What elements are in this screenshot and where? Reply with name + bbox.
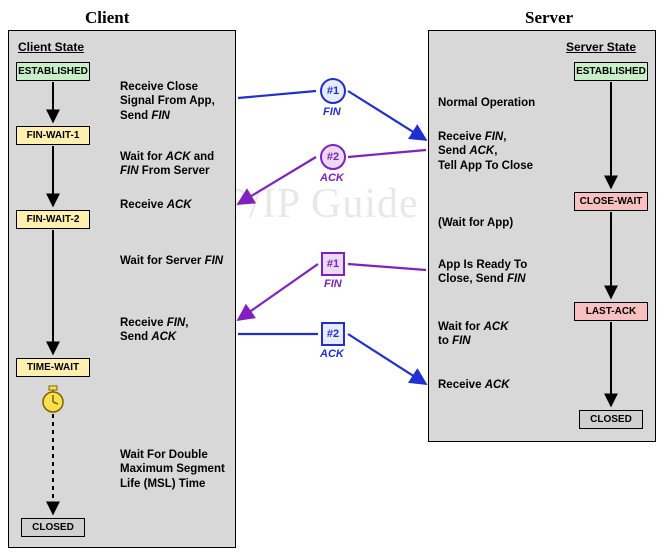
server-desc-2: Receive FIN, Send ACK, Tell App To Close [438,130,533,173]
msg-client-ack-badge: #2 [320,144,346,170]
client-state-header: Client State [18,40,84,54]
server-state-header: Server State [566,40,636,54]
msg-client-ack-label: ACK [320,172,344,184]
server-desc-3: (Wait for App) [438,216,513,230]
server-state-closed: CLOSED [579,410,643,429]
client-desc-4: Wait for Server FIN [120,254,223,268]
msg-server-ack-badge: #2 [321,322,345,346]
client-desc-6: Wait For Double Maximum Segment Life (MS… [120,448,225,491]
client-state-finwait2: FIN-WAIT-2 [16,210,90,229]
server-state-closewait: CLOSE-WAIT [574,192,648,211]
msg-server-fin-label: FIN [324,278,342,290]
client-title: Client [85,8,129,28]
msg-server-fin-badge: #1 [321,252,345,276]
client-desc-1: Receive Close Signal From App, Send FIN [120,80,215,123]
msg-client-fin-label: FIN [323,106,341,118]
server-desc-4: App Is Ready To Close, Send FIN [438,258,527,287]
client-desc-5: Receive FIN, Send ACK [120,316,188,345]
client-state-established: ESTABLISHED [16,62,90,81]
server-title: Server [525,8,573,28]
server-state-established: ESTABLISHED [574,62,648,81]
client-state-finwait1: FIN-WAIT-1 [16,126,90,145]
client-desc-2: Wait for ACK and FIN From Server [120,150,214,179]
server-desc-1: Normal Operation [438,96,535,110]
client-state-closed: CLOSED [21,518,85,537]
msg-client-fin-badge: #1 [320,78,346,104]
client-desc-3: Receive ACK [120,198,192,212]
diagram-canvas: The TCP/IP Guide Client Server Client St… [0,0,666,556]
server-desc-5: Wait for ACK to FIN [438,320,509,349]
server-state-lastack: LAST-ACK [574,302,648,321]
client-state-timewait: TIME-WAIT [16,358,90,377]
msg-server-ack-label: ACK [320,348,344,360]
server-desc-6: Receive ACK [438,378,510,392]
